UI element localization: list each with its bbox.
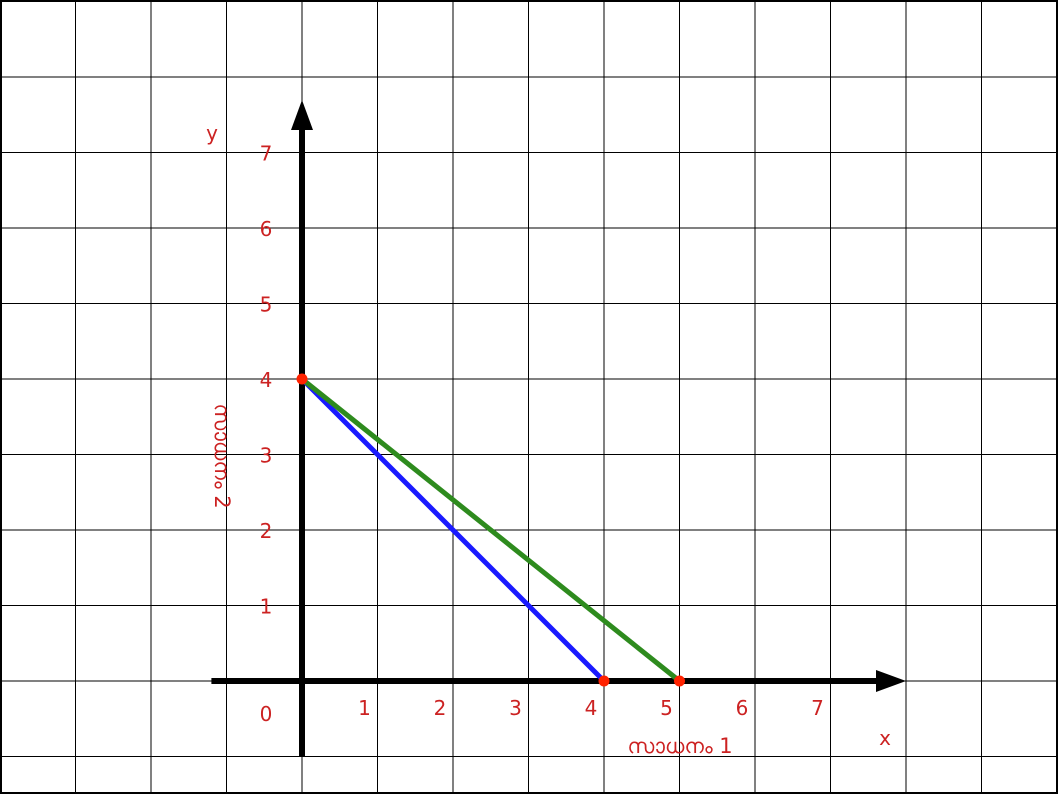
- point-markers: [296, 373, 685, 687]
- x-tick-label: 7: [811, 696, 824, 720]
- x-tick-label: 4: [585, 696, 598, 720]
- tick-labels: 1 2 3 4 5 6 7 1 2 3 4 5 6 7: [260, 142, 824, 721]
- y-axis-letter: y: [206, 121, 218, 145]
- y-axis-title: സാധനം 2: [210, 403, 234, 508]
- y-tick-label: 2: [260, 519, 273, 543]
- x-axis-title: സാധനം 1: [627, 734, 732, 758]
- x-tick-label: 3: [509, 696, 522, 720]
- series-line-1: [299, 376, 607, 684]
- series-line-2: [299, 376, 682, 684]
- x-tick-label: 6: [736, 696, 749, 720]
- x-tick-label: 1: [358, 696, 371, 720]
- x-tick-label: 5: [660, 696, 673, 720]
- x-tick-label: 2: [434, 696, 447, 720]
- y-tick-label: 6: [260, 217, 273, 241]
- point-marker-3: [674, 675, 685, 687]
- x-axis-arrow: [876, 670, 906, 692]
- point-marker-1: [296, 373, 308, 385]
- y-tick-label: 5: [260, 293, 273, 317]
- series-lines: [299, 376, 682, 684]
- axes: [211, 100, 906, 756]
- origin-label: 0: [260, 702, 273, 726]
- y-axis-arrow: [291, 100, 313, 130]
- y-tick-label: 1: [260, 595, 273, 619]
- y-tick-label: 7: [260, 142, 273, 166]
- y-tick-label: 3: [260, 444, 273, 468]
- x-axis-letter: x: [879, 726, 891, 750]
- point-marker-2: [598, 675, 610, 687]
- y-tick-label: 4: [260, 368, 273, 392]
